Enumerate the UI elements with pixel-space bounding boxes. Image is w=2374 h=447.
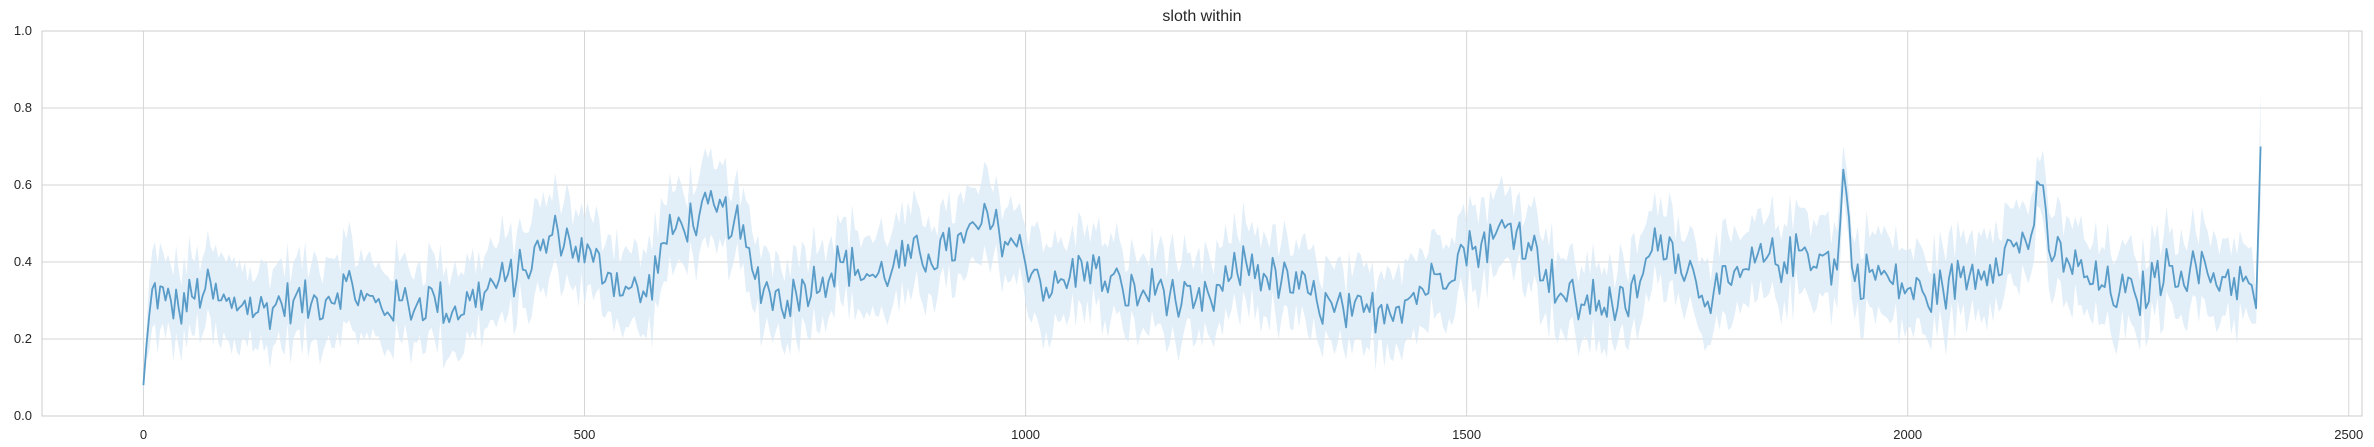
x-tick-labels: 0 500 1000 1500 2000 2500 bbox=[140, 427, 2363, 442]
series-line bbox=[142, 146, 2262, 386]
confidence-band bbox=[143, 88, 2261, 393]
x-tick-label: 500 bbox=[574, 427, 596, 442]
chart-title: sloth within bbox=[1162, 8, 1241, 25]
y-tick-label: 0.2 bbox=[14, 331, 32, 346]
x-tick-label: 2000 bbox=[1893, 427, 1922, 442]
y-tick-labels: 0.0 0.2 0.4 0.6 0.8 1.0 bbox=[14, 23, 32, 423]
x-tick-label: 1500 bbox=[1452, 427, 1481, 442]
y-tick-label: 0.8 bbox=[14, 100, 32, 115]
y-tick-label: 0.0 bbox=[14, 408, 32, 423]
x-tick-label: 0 bbox=[140, 427, 147, 442]
y-tick-label: 1.0 bbox=[14, 23, 32, 38]
x-tick-label: 1000 bbox=[1011, 427, 1040, 442]
y-tick-label: 0.6 bbox=[14, 177, 32, 192]
x-tick-label: 2500 bbox=[2334, 427, 2363, 442]
y-tick-label: 0.4 bbox=[14, 254, 32, 269]
plot-frame bbox=[41, 30, 2363, 417]
